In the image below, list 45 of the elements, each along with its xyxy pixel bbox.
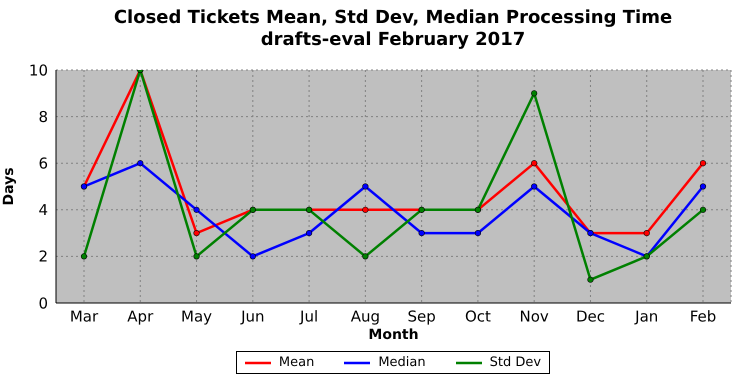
point (362, 253, 368, 260)
point (193, 230, 200, 236)
chart-subtitle: drafts-eval February 2017 (260, 29, 526, 51)
y-tick-label: 0 (38, 294, 48, 312)
x-tick-label: Jan (634, 308, 658, 326)
x-tick-label: Jul (299, 308, 318, 326)
x-tick-label: Nov (520, 308, 549, 326)
point (193, 206, 200, 213)
y-tick-label: 6 (38, 154, 48, 173)
point (250, 253, 256, 260)
legend-label: Mean (278, 355, 314, 370)
x-tick-label: Jun (240, 308, 265, 326)
y-tick-label: 2 (38, 248, 48, 266)
point (362, 206, 368, 213)
point (531, 160, 538, 166)
legend-label: Median (377, 355, 426, 370)
x-tick-label: Aug (350, 308, 380, 326)
y-tick-label: 4 (38, 201, 48, 220)
point (306, 230, 312, 236)
point (700, 183, 706, 190)
y-tick-label: 10 (28, 61, 48, 80)
point (193, 253, 200, 260)
point (700, 206, 706, 213)
point (137, 160, 144, 166)
y-tick-label: 8 (38, 108, 48, 126)
point (587, 276, 594, 283)
x-tick-label: Apr (127, 308, 154, 326)
point (644, 230, 650, 236)
x-tick-label: Feb (690, 308, 716, 326)
x-tick-label: Dec (576, 308, 605, 326)
point (80, 253, 88, 260)
point (418, 230, 425, 236)
legend-label: Std Dev (488, 355, 542, 370)
point (474, 230, 482, 236)
x-axis-title: Month (368, 327, 419, 343)
x-tick-label: Oct (464, 308, 491, 326)
point (700, 160, 706, 166)
x-tick-label: May (181, 308, 212, 326)
y-axis-title: Days (0, 167, 17, 206)
point (362, 183, 368, 190)
point (531, 90, 538, 96)
x-tick-label: Sep (407, 308, 436, 326)
point (531, 183, 538, 190)
x-tick-label: Mar (70, 308, 99, 326)
chart-title: Closed Tickets Mean, Std Dev, Median Processing Time (112, 7, 674, 29)
